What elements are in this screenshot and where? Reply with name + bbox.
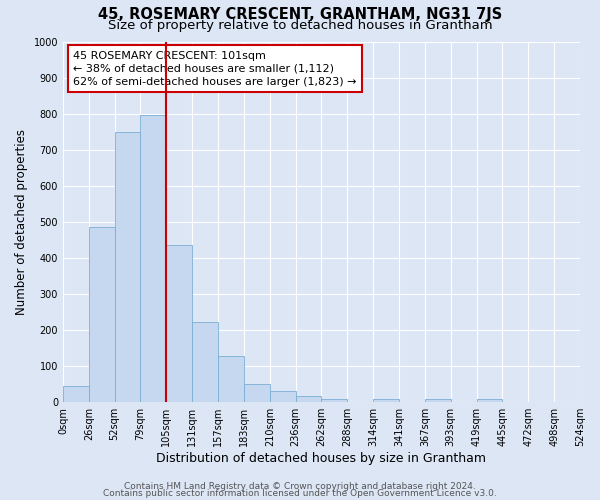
Bar: [166, 246, 192, 402]
Bar: [244, 384, 270, 402]
Text: Contains public sector information licensed under the Open Government Licence v3: Contains public sector information licen…: [103, 489, 497, 498]
Text: Contains HM Land Registry data © Crown copyright and database right 2024.: Contains HM Land Registry data © Crown c…: [124, 482, 476, 491]
Bar: [425, 398, 451, 402]
Text: 45 ROSEMARY CRESCENT: 101sqm
← 38% of detached houses are smaller (1,112)
62% of: 45 ROSEMARY CRESCENT: 101sqm ← 38% of de…: [73, 50, 357, 87]
Bar: [322, 398, 347, 402]
Bar: [89, 228, 115, 402]
Bar: [115, 132, 140, 402]
Bar: [296, 396, 322, 402]
Text: 45, ROSEMARY CRESCENT, GRANTHAM, NG31 7JS: 45, ROSEMARY CRESCENT, GRANTHAM, NG31 7J…: [98, 8, 502, 22]
Bar: [140, 116, 166, 402]
Bar: [218, 356, 244, 402]
Bar: [373, 400, 399, 402]
Bar: [476, 398, 502, 402]
Bar: [270, 392, 296, 402]
X-axis label: Distribution of detached houses by size in Grantham: Distribution of detached houses by size …: [157, 452, 487, 465]
Y-axis label: Number of detached properties: Number of detached properties: [15, 129, 28, 315]
Text: Size of property relative to detached houses in Grantham: Size of property relative to detached ho…: [107, 18, 493, 32]
Bar: [192, 322, 218, 402]
Bar: [63, 386, 89, 402]
